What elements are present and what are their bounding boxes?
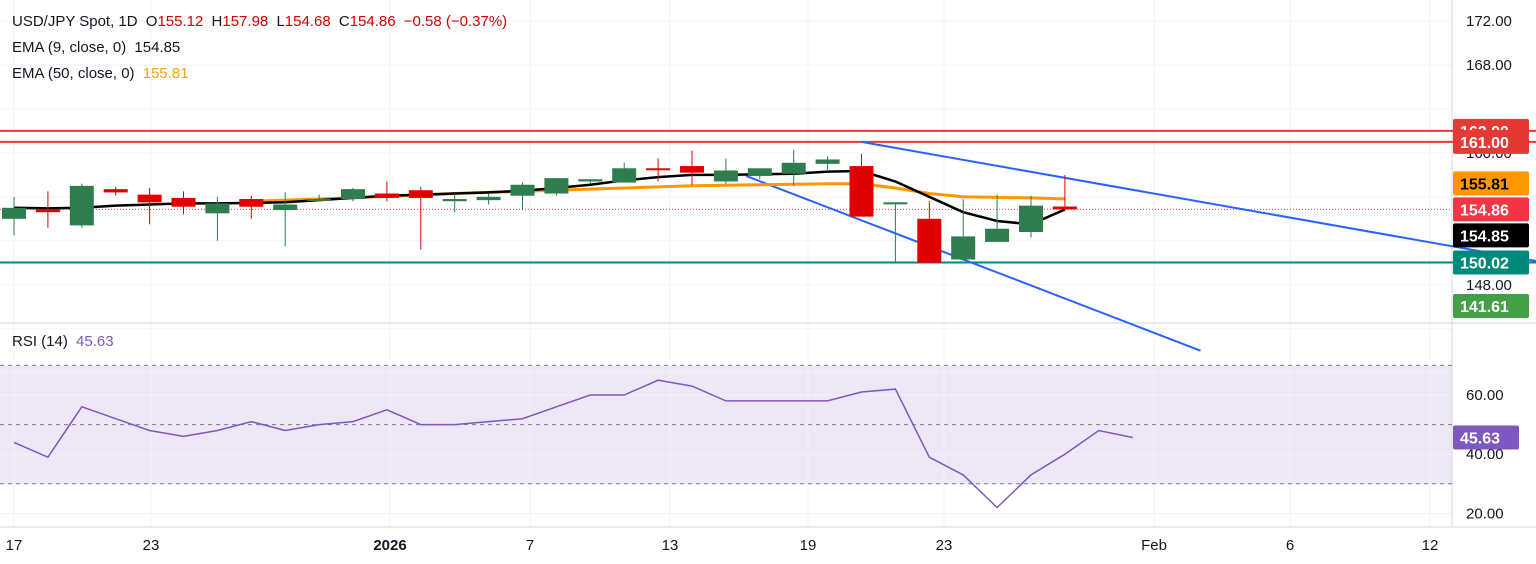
- x-tick-label: 2026: [373, 537, 406, 554]
- x-tick-label: 6: [1286, 537, 1294, 554]
- ema50-legend[interactable]: EMA (50, close, 0) 155.81: [12, 65, 193, 82]
- candle-body: [815, 159, 840, 164]
- open-value: 155.12: [157, 13, 204, 30]
- candle-body: [1019, 205, 1043, 233]
- candle-body: [137, 194, 162, 203]
- candle-body: [985, 228, 1010, 242]
- x-tick-label: Feb: [1141, 537, 1167, 554]
- open-label: O: [145, 13, 158, 30]
- candles: [2, 149, 1077, 263]
- candle-body: [205, 203, 230, 214]
- ema50-badge: 155.81: [1460, 176, 1509, 193]
- candle-body: [341, 189, 365, 200]
- candle-body: [781, 162, 806, 174]
- candle-body: [951, 236, 976, 260]
- symbol-title: USD/JPY Spot, 1D: [12, 13, 138, 30]
- y-tick-label: 172.00: [1466, 13, 1512, 30]
- candle-body: [747, 168, 772, 176]
- candle-body: [307, 199, 332, 202]
- x-tick-label: 12: [1422, 537, 1439, 554]
- candle-body: [510, 184, 535, 196]
- level-161-badge-bg: [1453, 129, 1529, 154]
- candle-body: [849, 166, 874, 217]
- x-tick-label: 13: [662, 537, 679, 554]
- candle-body: [1052, 206, 1077, 210]
- low-label: L: [276, 13, 285, 30]
- level-150-badge: 150.02: [1460, 256, 1509, 273]
- x-tick-label: 23: [143, 537, 160, 554]
- close-label: C: [338, 13, 350, 30]
- rsi-badge: 45.63: [1460, 431, 1500, 448]
- rsi-badge-bg: [1453, 425, 1519, 450]
- rsi-label: RSI (14): [12, 333, 68, 350]
- change-value: −0.58 (−0.37%): [403, 13, 508, 30]
- candle-body: [544, 178, 569, 194]
- candle-body: [273, 204, 298, 211]
- last-price-badge: 154.86: [1460, 202, 1509, 219]
- ema50-badge-bg: [1453, 171, 1529, 196]
- y-tick-label: 148.00: [1466, 277, 1512, 294]
- rsi-value: 45.63: [76, 333, 114, 350]
- candle-body: [612, 168, 637, 183]
- candle-body: [476, 196, 501, 201]
- candle-body: [680, 166, 704, 173]
- candle-body: [171, 197, 196, 207]
- candle-body: [239, 199, 264, 207]
- level-141-badge-bg: [1453, 294, 1529, 318]
- level-141-badge: 141.61: [1460, 299, 1509, 316]
- candle-body: [713, 170, 738, 182]
- channel-line: [861, 140, 1536, 263]
- rsi-y-tick-label: 40.00: [1466, 446, 1504, 463]
- x-tick-label: 23: [936, 537, 953, 554]
- channel-line: [745, 175, 1201, 352]
- last-price-badge-bg: [1453, 197, 1529, 222]
- x-tick-label: 7: [526, 537, 534, 554]
- x-tick-label: 17: [6, 537, 23, 554]
- y-tick-label: 168.00: [1466, 57, 1512, 74]
- candle-body: [578, 179, 603, 182]
- ema50-label: EMA (50, close, 0): [12, 65, 135, 82]
- ema9-badge-bg: [1453, 223, 1529, 248]
- candle-body: [442, 199, 467, 202]
- level-161-badge: 161.00: [1460, 135, 1509, 152]
- low-value: 154.68: [284, 13, 331, 30]
- candle-body: [883, 202, 908, 205]
- symbol-legend: USD/JPY Spot, 1D O155.12 H157.98 L154.68…: [12, 13, 511, 30]
- ema9-value: 154.85: [134, 39, 181, 56]
- candle-body: [35, 208, 60, 213]
- candle-body: [2, 207, 26, 219]
- candle-body: [69, 185, 94, 226]
- candle-body: [103, 189, 128, 193]
- rsi-y-tick-label: 60.00: [1466, 387, 1504, 404]
- rsi-legend[interactable]: RSI (14) 45.63: [12, 333, 118, 350]
- high-label: H: [211, 13, 223, 30]
- level-150-badge-bg: [1453, 250, 1529, 275]
- candle-body: [374, 193, 399, 198]
- candle-body: [408, 190, 433, 198]
- ema9-legend[interactable]: EMA (9, close, 0) 154.85: [12, 39, 184, 56]
- high-value: 157.98: [222, 13, 269, 30]
- ema9-label: EMA (9, close, 0): [12, 39, 127, 56]
- close-value: 154.86: [349, 13, 396, 30]
- candle-body: [917, 218, 942, 263]
- x-tick-label: 19: [800, 537, 817, 554]
- candle-body: [646, 168, 671, 171]
- rsi-line: [13, 379, 1133, 509]
- ema9-badge: 154.85: [1460, 228, 1509, 245]
- ema50-value: 155.81: [142, 65, 189, 82]
- rsi-y-tick-label: 20.00: [1466, 505, 1504, 522]
